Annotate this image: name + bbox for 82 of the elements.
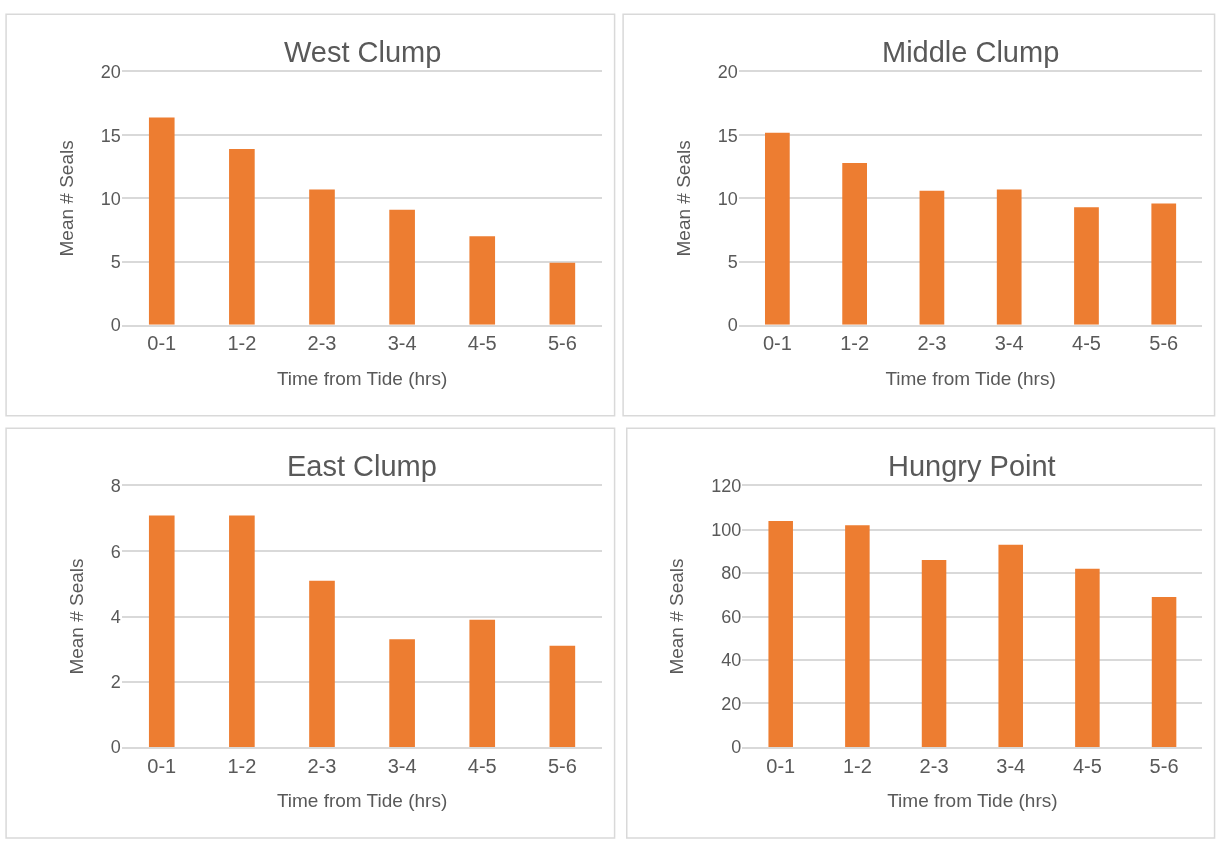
x-tick-label: 3-4 (994, 332, 1024, 355)
y-tick-label: 80 (721, 563, 742, 584)
y-tick-label: 4 (110, 606, 121, 627)
y-tick-label: 10 (717, 188, 738, 209)
x-tick-label: 5-6 (1149, 754, 1179, 777)
x-tick-label: 1-2 (227, 332, 257, 355)
y-tick-label: 0 (110, 314, 121, 335)
x-tick-label: 2-3 (919, 754, 949, 777)
y-tick-label: 60 (721, 606, 742, 627)
x-tick-label: 2-3 (307, 332, 337, 355)
bar (1151, 596, 1177, 747)
bar (1074, 207, 1099, 325)
y-tick-label: 15 (100, 125, 121, 146)
y-tick-label: 0 (727, 314, 738, 335)
y-tick-label: 120 (711, 476, 742, 497)
x-tick-label: 4-5 (467, 754, 497, 777)
bar (549, 645, 576, 747)
y-tick-label: 8 (110, 476, 121, 497)
y-tick-label: 0 (731, 737, 742, 758)
x-tick-label: 1-2 (227, 754, 257, 777)
bar (996, 189, 1022, 325)
chart-title: Middle Clump (882, 36, 1060, 68)
y-axis-title: Mean # Seals (55, 140, 77, 257)
chart-title: West Clump (284, 36, 442, 68)
x-tick-label: 0-1 (762, 332, 792, 355)
bar (842, 163, 867, 325)
x-tick-label: 5-6 (547, 754, 577, 777)
x-tick-label: 1-2 (842, 754, 872, 777)
y-tick-label: 100 (711, 519, 742, 540)
x-tick-label: 0-1 (147, 332, 177, 355)
bar (845, 525, 870, 747)
x-tick-label: 4-5 (1072, 332, 1101, 355)
bar (389, 209, 415, 325)
bar (765, 132, 790, 325)
y-tick-label: 15 (717, 125, 738, 146)
bar (768, 520, 793, 747)
bar (998, 544, 1023, 747)
y-axis-title: Mean # Seals (65, 558, 87, 675)
y-tick-label: 20 (717, 62, 738, 83)
x-tick-label: 3-4 (996, 754, 1026, 777)
y-tick-label: 10 (100, 188, 121, 209)
x-tick-label: 5-6 (1149, 332, 1179, 355)
y-axis-title: Mean # Seals (672, 140, 694, 257)
y-tick-label: 6 (110, 541, 121, 562)
x-tick-label: 0-1 (147, 754, 177, 777)
bar (469, 236, 496, 325)
y-tick-label: 20 (721, 693, 742, 714)
bar (1151, 203, 1177, 325)
chart-title: East Clump (287, 450, 437, 482)
x-tick-label: 0-1 (766, 754, 796, 777)
bar (549, 262, 576, 325)
y-tick-label: 20 (100, 62, 121, 83)
x-axis-title: Time from Tide (hrs) (887, 789, 1058, 811)
x-tick-label: 3-4 (387, 754, 417, 777)
x-axis-title: Time from Tide (hrs) (276, 789, 448, 811)
x-tick-label: 5-6 (547, 332, 577, 355)
bar (229, 149, 255, 325)
x-tick-label: 3-4 (387, 332, 417, 355)
bar (921, 560, 947, 747)
bar (148, 117, 175, 325)
y-tick-label: 0 (110, 737, 121, 758)
bar (229, 515, 255, 747)
x-axis-title: Time from Tide (hrs) (885, 367, 1056, 389)
bar (919, 190, 945, 325)
bar (309, 189, 335, 325)
bar (389, 639, 415, 747)
bar (148, 515, 175, 747)
x-tick-label: 4-5 (1072, 754, 1102, 777)
x-tick-label: 4-5 (467, 332, 497, 355)
x-tick-label: 2-3 (307, 754, 337, 777)
bar (469, 619, 496, 747)
y-axis-title: Mean # Seals (666, 558, 688, 675)
bar (309, 580, 335, 747)
chart-title: Hungry Point (888, 450, 1056, 482)
y-tick-label: 40 (721, 650, 742, 671)
x-tick-label: 1-2 (840, 332, 870, 355)
y-tick-label: 2 (110, 672, 121, 693)
y-tick-label: 5 (727, 251, 738, 272)
x-tick-label: 2-3 (917, 332, 947, 355)
y-tick-label: 5 (110, 251, 121, 272)
x-axis-title: Time from Tide (hrs) (276, 367, 448, 389)
bar (1075, 568, 1100, 747)
